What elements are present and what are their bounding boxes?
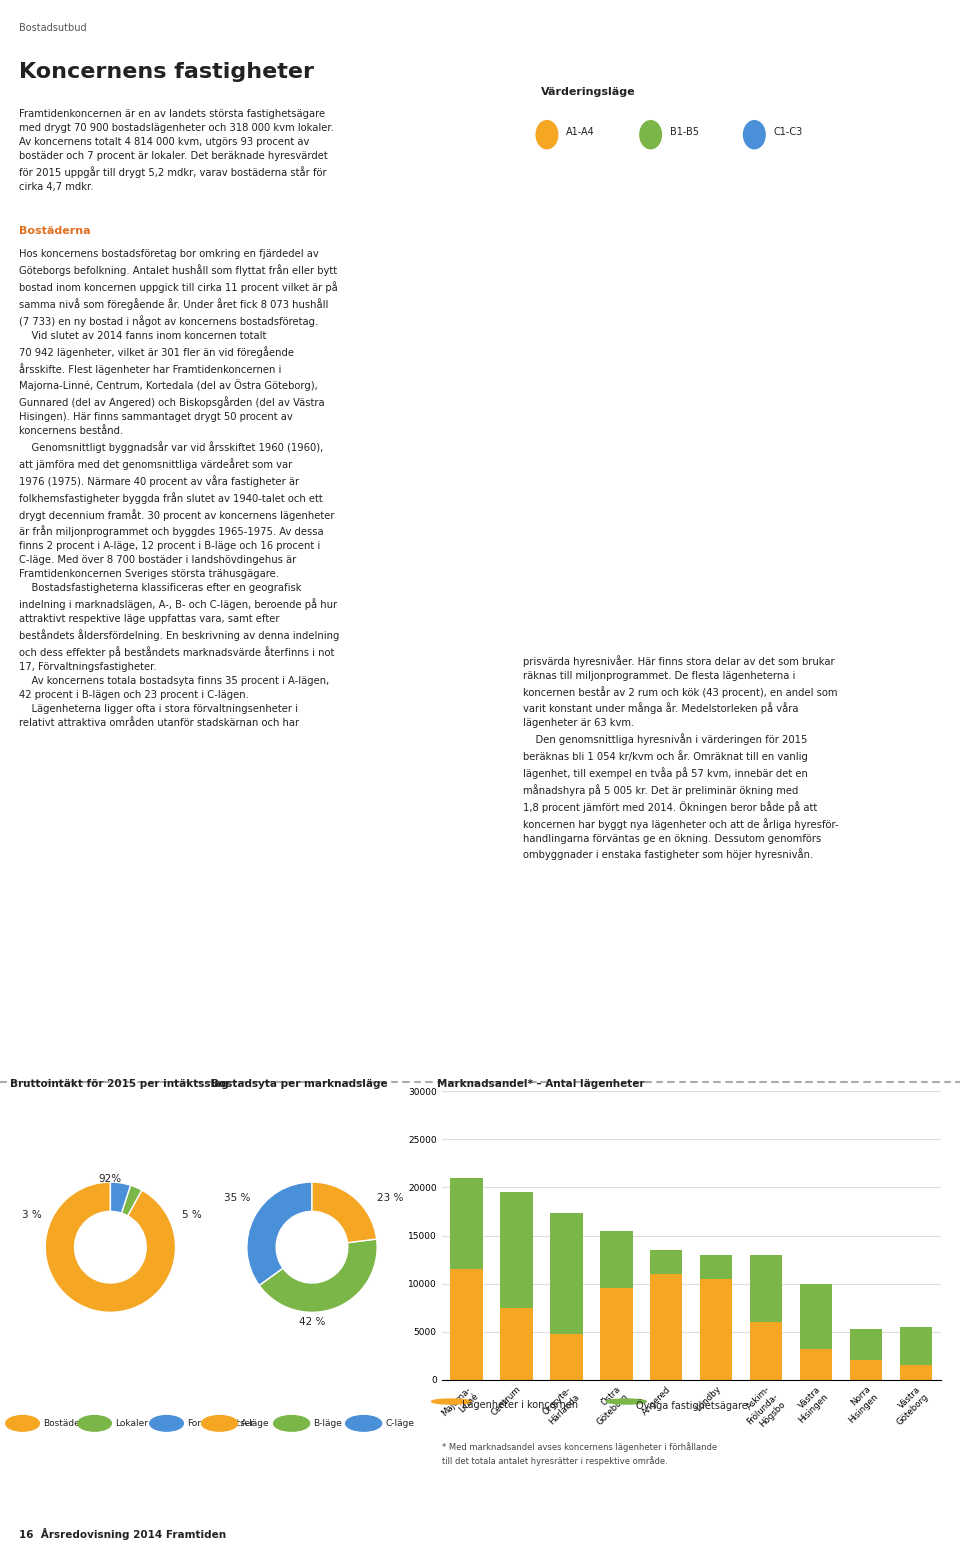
Text: B1-B5: B1-B5 xyxy=(670,126,699,137)
Text: 3 %: 3 % xyxy=(22,1210,42,1219)
Bar xyxy=(500,1308,533,1380)
Text: Bostäder: Bostäder xyxy=(42,1419,84,1428)
Bar xyxy=(650,1274,683,1380)
Bar xyxy=(700,1255,732,1278)
Bar xyxy=(450,1179,483,1269)
Bar xyxy=(900,1366,932,1380)
Circle shape xyxy=(537,120,558,148)
Text: 5 %: 5 % xyxy=(182,1210,202,1219)
Circle shape xyxy=(607,1398,646,1405)
Text: C1-C3: C1-C3 xyxy=(774,126,803,137)
Circle shape xyxy=(274,1416,309,1431)
Text: 42 %: 42 % xyxy=(299,1317,325,1327)
Text: Marknadsandel* – Antal lägenheter: Marknadsandel* – Antal lägenheter xyxy=(437,1079,644,1088)
Circle shape xyxy=(640,120,661,148)
Text: A-läge: A-läge xyxy=(241,1419,270,1428)
Bar xyxy=(900,1327,932,1366)
Bar xyxy=(650,1250,683,1274)
Circle shape xyxy=(432,1398,471,1405)
Text: Bostadsyta per marknadsläge: Bostadsyta per marknadsläge xyxy=(211,1079,388,1088)
Wedge shape xyxy=(110,1182,131,1213)
Circle shape xyxy=(346,1416,382,1431)
Bar xyxy=(850,1328,882,1361)
Text: 16  Årsredovisning 2014 Framtiden: 16 Årsredovisning 2014 Framtiden xyxy=(19,1528,227,1540)
Text: A1-A4: A1-A4 xyxy=(566,126,595,137)
Text: C-läge: C-läge xyxy=(385,1419,414,1428)
Text: Lokaler: Lokaler xyxy=(115,1419,148,1428)
Text: Koncernens fastigheter: Koncernens fastigheter xyxy=(19,62,314,83)
Bar xyxy=(600,1230,633,1288)
Text: B-läge: B-läge xyxy=(313,1419,342,1428)
Bar xyxy=(500,1193,533,1308)
Bar xyxy=(700,1278,732,1380)
Wedge shape xyxy=(312,1182,376,1243)
Circle shape xyxy=(150,1416,183,1431)
Text: Bostäderna: Bostäderna xyxy=(19,226,91,235)
Bar xyxy=(750,1322,782,1380)
Bar xyxy=(750,1255,782,1322)
Wedge shape xyxy=(247,1182,312,1286)
Text: * Med marknadsandel avses koncernens lägenheter i förhållande
till det totala an: * Med marknadsandel avses koncernens läg… xyxy=(442,1442,717,1465)
Circle shape xyxy=(6,1416,39,1431)
Circle shape xyxy=(202,1416,238,1431)
Text: Värderingsläge: Värderingsläge xyxy=(540,87,636,97)
Bar xyxy=(800,1349,832,1380)
Circle shape xyxy=(78,1416,111,1431)
Text: Bostadsutbud: Bostadsutbud xyxy=(19,23,86,33)
Wedge shape xyxy=(259,1239,377,1313)
Bar xyxy=(550,1213,583,1333)
Wedge shape xyxy=(122,1185,142,1216)
Text: 23 %: 23 % xyxy=(377,1193,403,1204)
Text: Fordonsplatser: Fordonsplatser xyxy=(186,1419,253,1428)
Circle shape xyxy=(744,120,765,148)
Text: Hos koncernens bostadsföretag bor omkring en fjärdedel av
Göteborgs befolkning. : Hos koncernens bostadsföretag bor omkrin… xyxy=(19,249,340,728)
Text: 35 %: 35 % xyxy=(224,1193,251,1204)
Bar xyxy=(600,1288,633,1380)
Bar xyxy=(550,1333,583,1380)
Text: Övriga fastighetsägare: Övriga fastighetsägare xyxy=(636,1398,748,1411)
Wedge shape xyxy=(45,1182,176,1313)
Text: Bruttointäkt för 2015 per intäktsslag: Bruttointäkt för 2015 per intäktsslag xyxy=(10,1079,228,1088)
Text: 92%: 92% xyxy=(99,1174,122,1183)
Text: Framtidenkoncernen är en av landets största fastighetsägare
med drygt 70 900 bos: Framtidenkoncernen är en av landets stör… xyxy=(19,109,334,192)
Text: prisvärda hyresnivåer. Här finns stora delar av det som brukar
räknas till miljo: prisvärda hyresnivåer. Här finns stora d… xyxy=(523,655,839,861)
Text: Lägenheter i koncernen: Lägenheter i koncernen xyxy=(462,1400,578,1409)
Bar xyxy=(450,1269,483,1380)
Bar xyxy=(850,1361,882,1380)
Bar xyxy=(800,1283,832,1349)
